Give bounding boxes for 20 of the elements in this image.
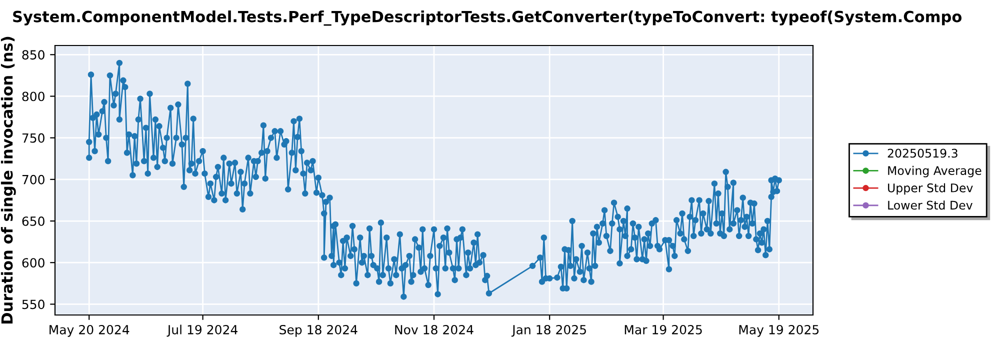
x-tick-label: May 20 2024 <box>50 324 130 337</box>
legend-label: Moving Average <box>888 166 982 178</box>
x-tick-label: Jul 19 2024 <box>166 324 238 337</box>
x-tick-label: Mar 19 2025 <box>624 324 702 334</box>
x-tick-label: May 19 2025 <box>739 324 819 337</box>
chart-title: System.ComponentModel.Tests.Perf_TypeDescriptorTests.GetConverter(typeToConvert: typeof(System.Compo <box>13 10 962 26</box>
y-tick-label: 600 <box>22 258 44 268</box>
legend-label: Upper Std Dev <box>888 183 973 195</box>
y-tick-label: 800 <box>22 92 44 102</box>
y-tick-label: 750 <box>22 133 44 143</box>
x-tick-label: Nov 18 2024 <box>395 324 474 334</box>
y-tick-label: 550 <box>22 300 44 310</box>
y-tick-label: 700 <box>22 174 44 184</box>
y-axis-title: Duration of single invocation (ns) <box>0 36 16 324</box>
legend-label: Lower Std Dev <box>888 200 972 210</box>
legend-label: 20250519.3 <box>888 148 958 158</box>
x-tick-label: Jan 18 2025 <box>511 324 586 337</box>
y-tick-label: 850 <box>22 50 44 60</box>
y-tick-label: 650 <box>22 216 44 226</box>
x-tick-label: Sep 18 2024 <box>280 324 358 337</box>
